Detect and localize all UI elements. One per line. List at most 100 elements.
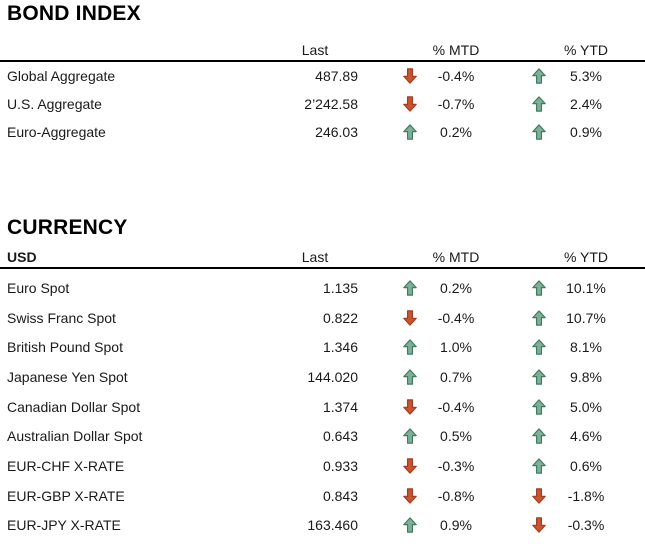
last-column-header: Last (301, 42, 329, 58)
mtd-arrow-cell (392, 339, 428, 355)
mtd-arrow-cell (392, 280, 428, 296)
ytd-value: 10.1% (566, 279, 606, 296)
ytd-value: 8.1% (570, 339, 602, 356)
table-row: U.S. Aggregate 2’242.58 -0.7% 2.4% (0, 90, 645, 118)
ytd-value: 4.6% (570, 428, 602, 445)
currency-table-header: USD Last % MTD % YTD (0, 247, 645, 269)
table-row: Japanese Yen Spot 144.020 0.7% 9.8% (0, 362, 645, 392)
up-arrow-icon (403, 280, 417, 296)
ytd-arrow-cell (521, 68, 557, 84)
table-row: Euro Spot 1.135 0.2% 10.1% (0, 273, 645, 303)
last-value: 2’242.58 (304, 96, 358, 112)
ytd-value: -0.3% (567, 517, 605, 534)
instrument-label: Global Aggregate (7, 68, 116, 84)
up-arrow-icon (403, 339, 417, 355)
ytd-arrow-cell (521, 487, 557, 504)
instrument-label: U.S. Aggregate (7, 96, 102, 112)
up-arrow-icon (532, 124, 546, 140)
ytd-arrow-cell (521, 96, 557, 112)
ytd-arrow-cell (521, 517, 557, 534)
down-arrow-icon (403, 398, 417, 415)
last-value: 1.135 (322, 279, 358, 296)
ytd-value: 5.0% (570, 398, 602, 415)
down-arrow-icon (403, 309, 417, 326)
ytd-value: 9.8% (570, 368, 602, 385)
ytd-value: -1.8% (567, 487, 605, 504)
mtd-value: -0.4% (437, 398, 475, 415)
up-arrow-icon (532, 309, 546, 326)
table-row: EUR-JPY X-RATE 163.460 0.9% -0.3% (0, 511, 645, 541)
ytd-arrow-cell (521, 369, 557, 385)
mtd-arrow-cell (392, 96, 428, 112)
mtd-value: 0.9% (440, 517, 472, 534)
ytd-value: 0.9% (570, 124, 602, 140)
mtd-value: 1.0% (440, 339, 472, 356)
up-arrow-icon (532, 68, 546, 84)
mtd-arrow-cell (392, 487, 428, 504)
mtd-value: 0.2% (440, 279, 472, 296)
down-arrow-icon (403, 96, 417, 112)
ytd-arrow-cell (521, 458, 557, 474)
ytd-value: 0.6% (570, 457, 602, 474)
instrument-label: EUR-CHF X-RATE (7, 457, 125, 474)
bond-table-body: Global Aggregate 487.89 -0.4% 5.3% U.S. Aggr… (0, 62, 645, 146)
table-row: EUR-GBP X-RATE 0.843 -0.8% -1.8% (0, 481, 645, 511)
last-value: 487.89 (315, 68, 358, 84)
mtd-column-header: % MTD (432, 249, 480, 265)
ytd-value: 2.4% (570, 96, 602, 112)
ytd-arrow-cell (521, 124, 557, 140)
mtd-arrow-cell (392, 428, 428, 444)
down-arrow-icon (532, 487, 546, 504)
table-row: British Pound Spot 1.346 1.0% 8.1% (0, 332, 645, 362)
up-arrow-icon (403, 369, 417, 385)
currency-title: CURRENCY (7, 216, 128, 239)
ytd-arrow-cell (521, 339, 557, 355)
mtd-value: -0.3% (437, 457, 475, 474)
up-arrow-icon (532, 339, 546, 355)
ytd-arrow-cell (521, 398, 557, 415)
instrument-label: Australian Dollar Spot (7, 428, 143, 445)
last-value: 0.933 (322, 457, 358, 474)
instrument-label: EUR-JPY X-RATE (7, 517, 121, 534)
last-value: 0.643 (322, 428, 358, 445)
table-row: Swiss Franc Spot 0.822 -0.4% 10.7% (0, 303, 645, 333)
mtd-value: -0.7% (437, 96, 475, 112)
up-arrow-icon (532, 428, 546, 444)
up-arrow-icon (403, 124, 417, 140)
mtd-arrow-cell (392, 309, 428, 326)
last-value: 0.843 (322, 487, 358, 504)
usd-column-header: USD (7, 249, 37, 265)
ytd-arrow-cell (521, 428, 557, 444)
bond-index-section: BOND INDEX Last % MTD % YTD Global Aggre… (0, 2, 645, 146)
ytd-value: 5.3% (570, 68, 602, 84)
mtd-arrow-cell (392, 124, 428, 140)
last-value: 144.020 (307, 368, 358, 385)
bond-table-header: Last % MTD % YTD (0, 40, 645, 62)
table-row: EUR-CHF X-RATE 0.933 -0.3% 0.6% (0, 451, 645, 481)
table-row: Global Aggregate 487.89 -0.4% 5.3% (0, 62, 645, 90)
down-arrow-icon (403, 458, 417, 474)
mtd-arrow-cell (392, 517, 428, 534)
mtd-arrow-cell (392, 398, 428, 415)
instrument-label: EUR-GBP X-RATE (7, 487, 125, 504)
last-value: 1.346 (322, 339, 358, 356)
down-arrow-icon (403, 68, 417, 84)
up-arrow-icon (532, 458, 546, 474)
ytd-value: 10.7% (566, 309, 606, 326)
instrument-label: Euro-Aggregate (7, 124, 106, 140)
last-value: 163.460 (307, 517, 358, 534)
mtd-arrow-cell (392, 369, 428, 385)
mtd-value: -0.8% (437, 487, 475, 504)
bond-index-title: BOND INDEX (7, 2, 141, 25)
up-arrow-icon (403, 428, 417, 444)
up-arrow-icon (532, 369, 546, 385)
instrument-label: Canadian Dollar Spot (7, 398, 141, 415)
mtd-value: 0.5% (440, 428, 472, 445)
table-row: Euro-Aggregate 246.03 0.2% 0.9% (0, 118, 645, 146)
ytd-column-header: % YTD (563, 42, 609, 58)
up-arrow-icon (532, 280, 546, 296)
currency-table-body: Euro Spot 1.135 0.2% 10.1% Swiss Franc Spot 0… (0, 269, 645, 540)
table-row: Canadian Dollar Spot 1.374 -0.4% 5.0% (0, 392, 645, 422)
mtd-value: -0.4% (437, 309, 475, 326)
ytd-arrow-cell (521, 309, 557, 326)
